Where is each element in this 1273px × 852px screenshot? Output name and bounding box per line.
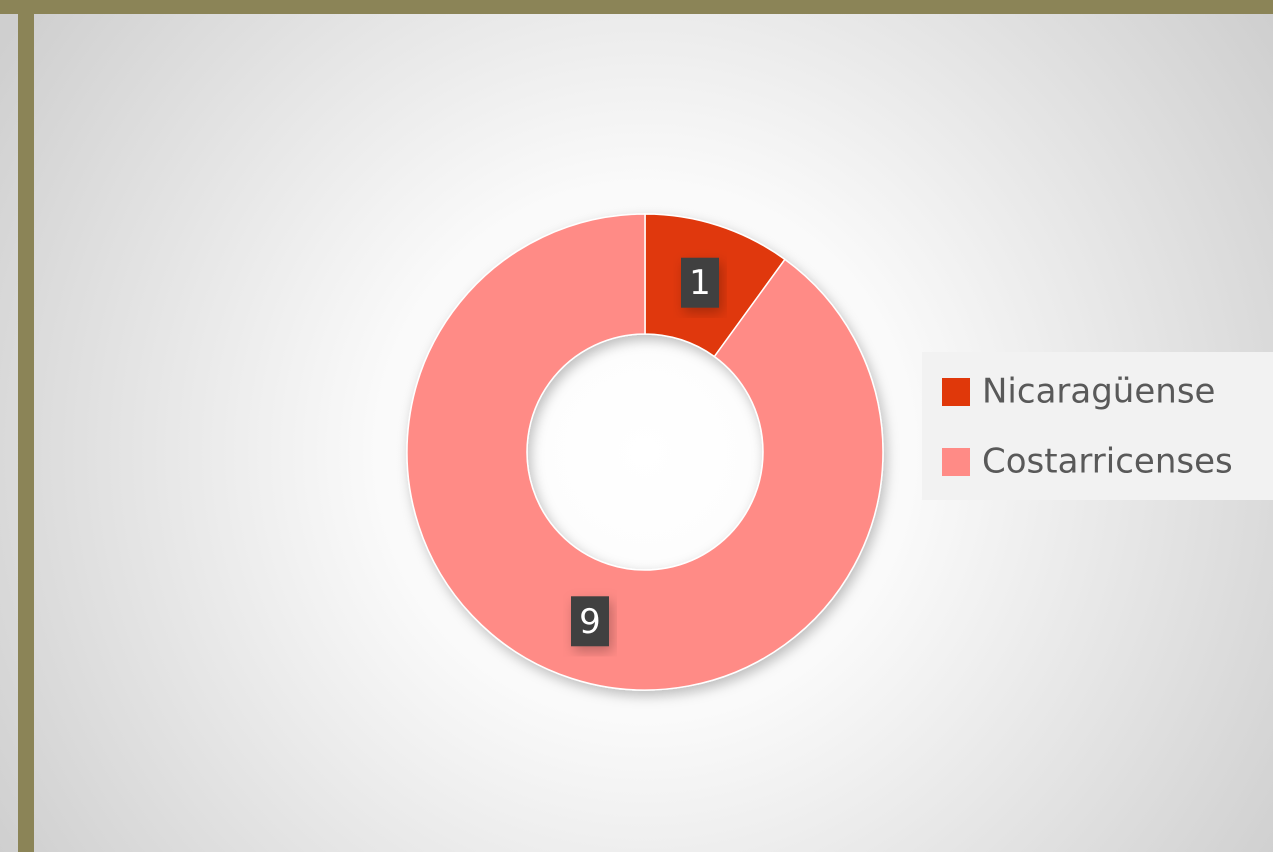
data-label-box bbox=[570, 596, 609, 647]
data-label-box bbox=[681, 257, 720, 308]
legend-swatch bbox=[942, 378, 970, 406]
top-border bbox=[0, 0, 1273, 14]
data-label: 9 bbox=[579, 602, 601, 642]
legend-label: Costarricenses bbox=[982, 442, 1233, 482]
legend-label: Nicaragüense bbox=[982, 372, 1215, 412]
legend-swatch bbox=[942, 448, 970, 476]
legend-box bbox=[922, 352, 1273, 500]
donut-slice bbox=[406, 213, 884, 691]
data-label: 1 bbox=[689, 263, 711, 303]
left-border bbox=[18, 0, 34, 852]
